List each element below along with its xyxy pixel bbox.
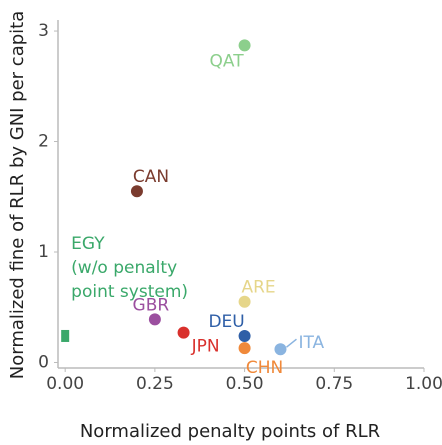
point [238, 39, 251, 52]
point [130, 185, 143, 198]
y-axis-title: Normalized fine of RLR by GNI per capita [7, 11, 28, 379]
point [61, 329, 70, 342]
point [148, 313, 161, 326]
y-tick-label: 3 [38, 21, 49, 41]
point-label: JPN [191, 337, 220, 357]
point [238, 342, 251, 355]
x-tick-label: 1.00 [405, 374, 442, 394]
y-tick-label: 2 [38, 132, 49, 152]
x-tick-label: 0.00 [46, 374, 84, 394]
point-label: ITA [298, 333, 324, 353]
y-tick-label: 1 [38, 242, 49, 262]
point [238, 329, 251, 342]
point-label: GBR [133, 295, 170, 315]
point-label: ARE [241, 278, 275, 298]
x-tick-label: 0.75 [315, 374, 353, 394]
x-tick-label: 0.50 [226, 374, 264, 394]
point-label: CHN [246, 358, 283, 378]
y-tick-label: 0 [38, 352, 49, 372]
annotation: point system) [71, 282, 188, 302]
point-label: EGY [71, 234, 105, 254]
point-label: DEU [208, 312, 244, 332]
label-leader [286, 338, 297, 348]
point [238, 295, 251, 308]
annotation: (w/o penalty [71, 258, 177, 278]
point-label: CAN [133, 167, 169, 187]
x-tick-label: 0.25 [136, 374, 174, 394]
point-label: QAT [210, 51, 245, 71]
x-axis-title: Normalized penalty points of RLR [80, 421, 380, 442]
point [177, 326, 190, 339]
point [274, 343, 287, 356]
